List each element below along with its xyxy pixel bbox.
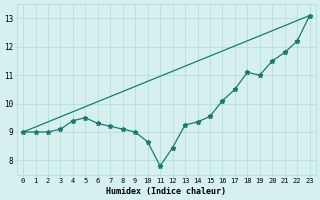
X-axis label: Humidex (Indice chaleur): Humidex (Indice chaleur) xyxy=(106,187,226,196)
